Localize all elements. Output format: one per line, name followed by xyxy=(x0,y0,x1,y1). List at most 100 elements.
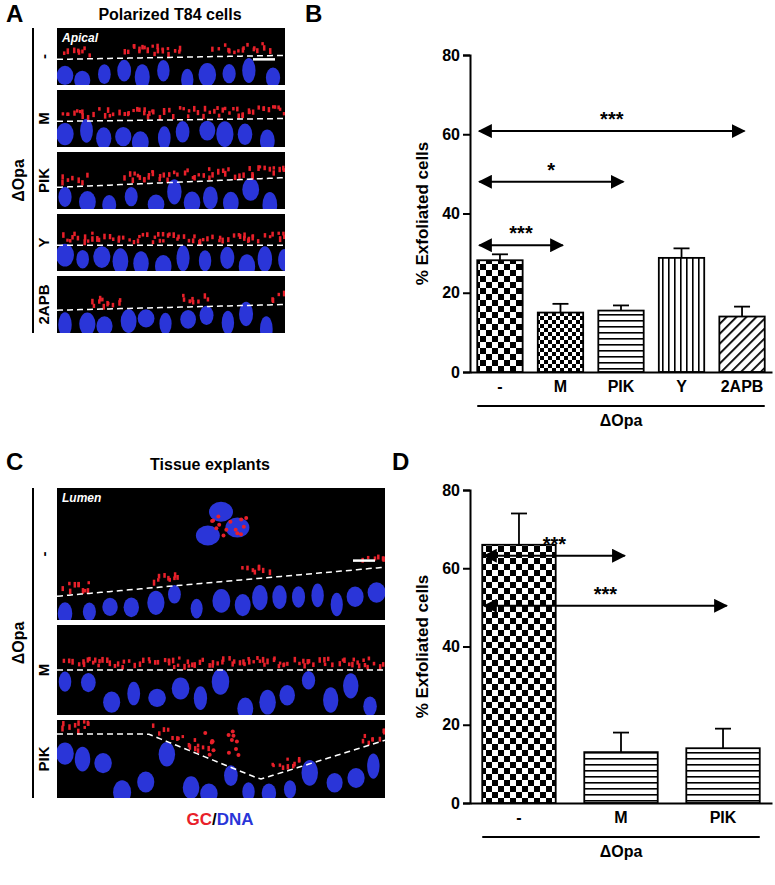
nucleus xyxy=(57,742,74,764)
gc-signal xyxy=(88,657,91,661)
gc-signal xyxy=(157,48,160,54)
y-tick-label: 60 xyxy=(442,126,460,143)
nucleus xyxy=(343,673,358,698)
gc-signal xyxy=(358,663,361,668)
group-line xyxy=(477,405,764,407)
gc-signal xyxy=(71,176,74,181)
gc-signal xyxy=(177,664,180,667)
gc-signal xyxy=(283,662,286,666)
nucleus xyxy=(115,127,131,146)
gc-signal xyxy=(222,168,225,173)
gc-signal xyxy=(123,660,126,664)
gc-signal xyxy=(154,660,157,665)
plot-area xyxy=(482,513,760,803)
gc-signal xyxy=(252,109,255,114)
significance-arrow xyxy=(484,605,726,607)
gc-signal xyxy=(248,237,251,242)
gc-signal xyxy=(157,578,160,582)
gc-signal xyxy=(188,239,191,243)
gc-signal xyxy=(67,178,70,182)
nucleus xyxy=(220,247,234,269)
gc-signal xyxy=(127,112,129,116)
x-tick: Y xyxy=(676,372,687,395)
gc-signal xyxy=(68,658,71,663)
gc-signal xyxy=(83,720,86,723)
y-tick-label: 60 xyxy=(442,560,460,577)
nucleus xyxy=(260,130,275,147)
gc-signal xyxy=(69,239,72,242)
gc-signal xyxy=(109,234,112,239)
gc-signal xyxy=(232,107,235,110)
gc-signal xyxy=(112,303,115,308)
nucleus xyxy=(74,71,90,85)
significance-arrow xyxy=(479,244,562,246)
nucleus xyxy=(222,311,234,333)
significance-label: *** xyxy=(594,583,618,605)
gc-signal xyxy=(143,178,146,182)
panel-title: Polarized T84 cells xyxy=(98,6,241,23)
gc-signal xyxy=(246,566,249,571)
gc-signal xyxy=(373,662,376,666)
nucleus xyxy=(242,178,259,201)
gc-signal xyxy=(331,662,334,667)
error-bar-stem xyxy=(620,733,622,753)
gc-signal xyxy=(193,662,196,668)
nucleus xyxy=(137,772,154,793)
gc-signal xyxy=(204,293,207,298)
gc-signal xyxy=(127,50,130,54)
nucleus xyxy=(117,60,131,82)
y-axis: 020406080 xyxy=(442,482,470,812)
nucleus xyxy=(155,255,172,271)
gc-signal xyxy=(214,526,218,530)
gc-signal xyxy=(210,739,214,743)
gc-signal xyxy=(176,575,179,580)
gc-signal xyxy=(142,233,145,237)
gc-signal xyxy=(269,48,272,54)
gc-signal xyxy=(114,664,117,668)
gc-signal xyxy=(211,235,214,240)
gc-signal xyxy=(172,114,175,119)
row-label: PIK xyxy=(35,746,52,771)
gc-signal xyxy=(239,518,243,522)
gc-signal xyxy=(282,765,285,770)
gc-signal xyxy=(168,660,171,666)
error-bar xyxy=(613,733,629,753)
gc-signal xyxy=(209,111,212,114)
nucleus xyxy=(176,245,189,271)
micrograph xyxy=(57,152,285,209)
scale-bar xyxy=(353,559,375,562)
x-tick-label: Y xyxy=(676,378,687,395)
gc-signal xyxy=(327,657,330,661)
error-bar-cap xyxy=(613,732,629,734)
nucleus xyxy=(184,192,201,209)
gc-signal xyxy=(216,515,220,519)
gc-signal xyxy=(262,568,265,573)
gc-signal xyxy=(224,43,227,47)
nucleus xyxy=(147,591,164,615)
nucleus xyxy=(239,254,255,271)
nucleus xyxy=(237,697,253,715)
gc-signal xyxy=(211,518,215,522)
gc-signal xyxy=(282,663,285,667)
nucleus xyxy=(81,673,96,692)
gc-signal xyxy=(187,114,190,118)
y-tick-label: 40 xyxy=(442,638,460,655)
nucleus xyxy=(83,602,96,620)
nucleus xyxy=(224,765,238,786)
gc-signal xyxy=(269,235,272,238)
gc-signal xyxy=(74,723,77,728)
gc-signal xyxy=(244,516,248,520)
gc-signal xyxy=(282,166,285,171)
gc-signal xyxy=(162,239,165,242)
error-bar-stem xyxy=(560,304,562,313)
gc-signal xyxy=(230,738,234,742)
gc-signal xyxy=(272,298,275,303)
stain-legend: GC/DNA xyxy=(186,810,253,829)
nucleus xyxy=(57,244,74,267)
gc-signal xyxy=(203,173,206,178)
gc-signal xyxy=(252,660,255,663)
nucleus xyxy=(203,187,218,209)
gc-signal xyxy=(117,661,120,666)
panel-title: Tissue explants xyxy=(150,456,270,473)
gc-signal xyxy=(298,662,301,665)
